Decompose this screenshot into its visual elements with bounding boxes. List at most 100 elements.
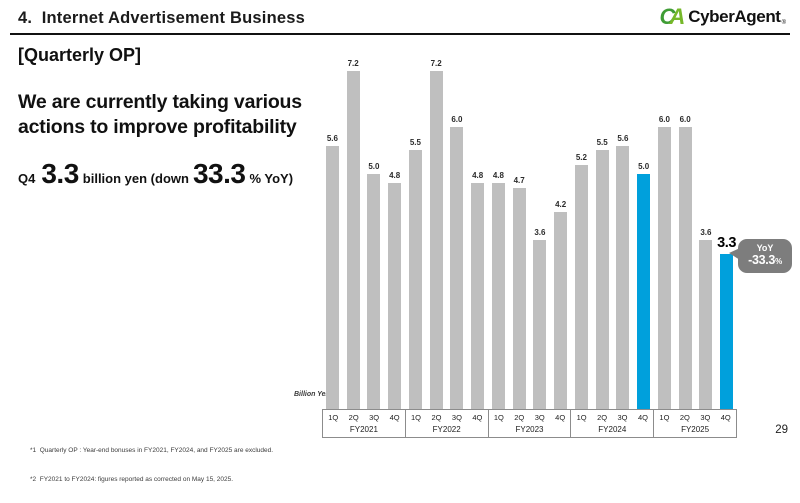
page-title: 4. Internet Advertisement Business — [18, 9, 305, 27]
axis-fy-label: FY2022 — [432, 425, 461, 434]
bar-group-fy2024: 5.2 5.5 5.6 5.0 — [571, 60, 654, 409]
axis-quarter-label: 3Q — [369, 413, 380, 422]
bar-group-fy2022: 5.5 7.2 6.0 4.8 — [405, 60, 488, 409]
axis-quarter-label: 1Q — [493, 413, 504, 422]
bar-fy2022-4q — [471, 183, 485, 409]
headline-line2: actions to improve profitability — [18, 116, 297, 138]
axis-fy-label: FY2023 — [515, 425, 544, 434]
kpi-prefix: Q4 — [18, 171, 36, 186]
bar-fy2025-4q — [720, 254, 734, 409]
bar-fy2023-4q — [554, 212, 568, 409]
bar-value-label: 4.2 — [555, 200, 567, 209]
bar-value-label: 5.0 — [368, 162, 380, 171]
axis-group-fy2024: 1Q 2Q 3Q 4Q FY2024 — [570, 410, 653, 437]
bar-slot-fy2023-1q: 4.8 — [488, 60, 509, 409]
axis-group-fy2025: 1Q 2Q 3Q 4Q FY2025 — [653, 410, 737, 437]
bar-slot-fy2022-1q: 5.5 — [405, 60, 426, 409]
bar-slot-fy2025-4q: 3.3 — [716, 60, 737, 409]
axis-quarter-label: 1Q — [659, 413, 670, 422]
yoy-callout: YoY -33.3% — [729, 239, 792, 273]
bar-slot-fy2024-2q: 5.5 — [592, 60, 613, 409]
bar-slot-fy2023-2q: 4.7 — [509, 60, 530, 409]
callout-value: -33.3% — [748, 253, 782, 267]
bar-slot-fy2023-4q: 4.2 — [550, 60, 571, 409]
bar-value-label: 3.6 — [700, 228, 712, 237]
bar-fy2025-3q — [699, 240, 713, 409]
cyberagent-logo: CA CyberAgent ® — [659, 5, 786, 29]
bar-fy2021-1q — [325, 146, 339, 409]
axis-quarter-label: 4Q — [637, 413, 648, 422]
axis-quarter-label: 1Q — [411, 413, 422, 422]
bar-slot-fy2022-4q: 4.8 — [467, 60, 488, 409]
bar-fy2024-4q — [637, 174, 651, 409]
bar-slot-fy2025-3q: 3.6 — [696, 60, 717, 409]
bar-value-label: 4.8 — [472, 171, 484, 180]
logo-wordmark: CyberAgent — [688, 7, 781, 26]
axis-group-fy2023: 1Q 2Q 3Q 4Q FY2023 — [487, 410, 571, 437]
kpi-suffix: % YoY) — [249, 171, 294, 186]
headline: We are currently taking various actions … — [18, 90, 302, 140]
axis-quarter-label: 1Q — [576, 413, 587, 422]
bar-fy2023-1q — [491, 183, 505, 409]
bar-value-label: 5.6 — [326, 134, 338, 143]
section-label: [Quarterly OP] — [18, 45, 142, 65]
footnote-2: *2 FY2021 to FY2024: figures reported as… — [30, 475, 234, 483]
bar-value-label: 5.0 — [638, 162, 650, 171]
bar-value-label: 4.8 — [492, 171, 504, 180]
ca-logo-icon: CA — [659, 4, 685, 29]
axis-quarter-label: 3Q — [617, 413, 628, 422]
kpi-mid: billion yen (down — [82, 171, 189, 186]
registered-mark: ® — [781, 20, 786, 26]
bar-group-fy2025: 6.0 6.0 3.6 3.3 — [654, 60, 737, 409]
bar-slot-fy2022-2q: 7.2 — [426, 60, 447, 409]
bar-slot-fy2024-4q: 5.0 — [633, 60, 654, 409]
bar-value-label: 4.8 — [389, 171, 401, 180]
slide: 4. Internet Advertisement Business CA Cy… — [10, 4, 792, 483]
bar-slot-fy2024-3q: 5.6 — [613, 60, 634, 409]
bar-slot-fy2021-1q: 5.6 — [322, 60, 343, 409]
bar-slot-fy2024-1q: 5.2 — [571, 60, 592, 409]
bar-value-label: 6.0 — [451, 115, 463, 124]
bar-fy2025-2q — [678, 127, 692, 409]
bar-value-label: 7.2 — [347, 59, 359, 68]
footnotes: *1 Quarterly OP : Year-end bonuses in FY… — [30, 427, 273, 503]
bar-fy2023-2q — [512, 188, 526, 409]
bar-fy2023-3q — [533, 240, 547, 409]
bar-value-label: 7.2 — [430, 59, 442, 68]
footnote-1: *1 Quarterly OP : Year-end bonuses in FY… — [30, 447, 274, 454]
bar-fy2024-3q — [616, 146, 630, 409]
axis-quarter-label: 4Q — [720, 413, 731, 422]
kpi-line: Q4 3.3 billion yen (down 33.3 % YoY) — [18, 158, 293, 190]
headline-line1: We are currently taking various — [18, 91, 302, 113]
axis-quarter-label: 4Q — [472, 413, 483, 422]
bar-value-label: 5.5 — [596, 138, 608, 147]
bar-value-label: 4.7 — [513, 176, 525, 185]
bar-value-label: 6.0 — [679, 115, 691, 124]
axis-quarter-label: 4Q — [555, 413, 566, 422]
callout-percent-sign: % — [775, 257, 782, 266]
bar-fy2021-2q — [346, 71, 360, 409]
bar-fy2024-2q — [595, 150, 609, 409]
kpi-pct-value: 33.3 — [192, 158, 246, 189]
bar-slot-fy2025-2q: 6.0 — [675, 60, 696, 409]
chart-axis: 1Q 2Q 3Q 4Q FY2021 1Q 2Q 3Q 4Q FY2022 1Q 2Q 3Q 4Q FY20… — [322, 409, 737, 438]
bar-slot-fy2021-2q: 7.2 — [343, 60, 364, 409]
bar-value-label: 5.2 — [575, 153, 587, 162]
axis-quarter-label: 2Q — [679, 413, 690, 422]
bar-fy2025-1q — [657, 127, 671, 409]
bar-slot-fy2021-4q: 4.8 — [384, 60, 405, 409]
chart-plot: 5.6 7.2 5.0 4.8 5.5 7.2 6.0 4.8 4.8 4.7 3.6 4.2 5.2 5… — [322, 60, 737, 409]
axis-quarter-label: 3Q — [700, 413, 711, 422]
bar-slot-fy2025-1q: 6.0 — [654, 60, 675, 409]
bar-fy2022-1q — [408, 150, 422, 409]
callout-label: YoY — [756, 243, 774, 253]
axis-fy-label: FY2021 — [349, 425, 378, 434]
bar-slot-fy2023-3q: 3.6 — [530, 60, 551, 409]
bar-group-fy2023: 4.8 4.7 3.6 4.2 — [488, 60, 571, 409]
title-divider — [10, 33, 790, 35]
axis-quarter-label: 4Q — [389, 413, 400, 422]
bar-value-label: 6.0 — [658, 115, 670, 124]
axis-quarter-label: 3Q — [451, 413, 462, 422]
axis-quarter-label: 3Q — [534, 413, 545, 422]
axis-fy-label: FY2025 — [681, 425, 710, 434]
